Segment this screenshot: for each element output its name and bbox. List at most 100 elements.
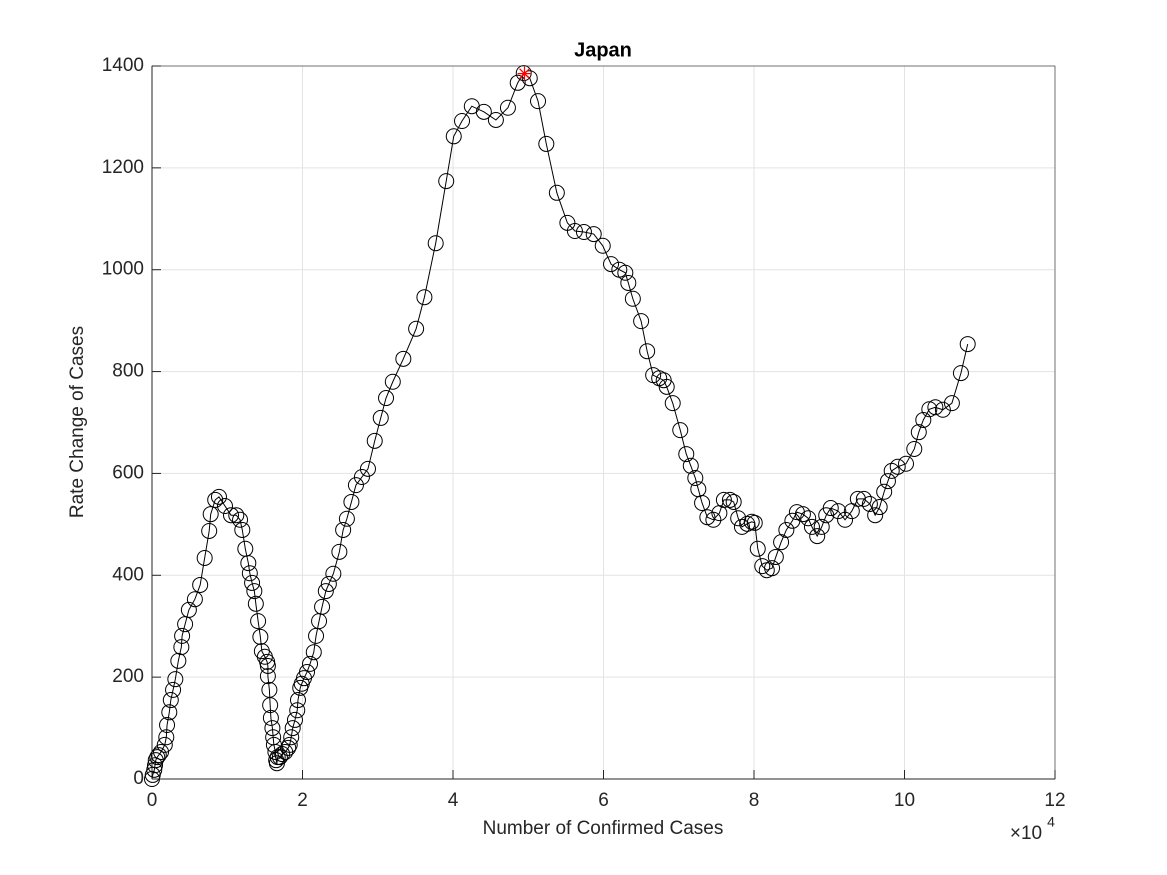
data-point — [521, 70, 538, 87]
data-point — [284, 720, 301, 737]
data-point — [259, 668, 276, 685]
data-point — [871, 499, 888, 516]
data-point — [259, 657, 276, 674]
data-point — [146, 761, 163, 778]
data-point — [883, 462, 900, 479]
data-point — [725, 493, 742, 510]
data-point — [876, 483, 893, 500]
data-point — [335, 521, 352, 538]
data-point — [664, 395, 681, 412]
data-point — [721, 491, 738, 508]
data-point — [281, 736, 298, 753]
data-point — [445, 128, 462, 145]
data-point — [325, 565, 342, 582]
data-point — [778, 521, 795, 538]
y-tick-label: 1200 — [102, 157, 144, 178]
data-point — [633, 313, 650, 330]
data-point — [153, 744, 170, 761]
data-point — [849, 490, 866, 507]
data-point — [658, 378, 675, 395]
x-tick-label: 10 — [894, 790, 915, 811]
data-point — [343, 493, 360, 510]
data-point — [889, 458, 906, 475]
data-point — [879, 473, 896, 490]
data-point — [617, 264, 634, 281]
y-tick-label: 600 — [112, 462, 144, 483]
data-point — [247, 595, 264, 612]
data-point — [372, 409, 389, 426]
data-point — [159, 717, 176, 734]
data-point — [165, 681, 182, 698]
data-point — [240, 555, 257, 572]
data-point — [271, 749, 288, 766]
data-point — [715, 491, 732, 508]
x-tick-label: 0 — [147, 790, 158, 811]
data-point — [803, 518, 820, 535]
data-point — [906, 440, 923, 457]
data-point — [314, 598, 331, 615]
data-point — [754, 558, 771, 575]
x-tick-label: 12 — [1044, 790, 1065, 811]
data-point — [378, 390, 395, 407]
data-point — [170, 652, 187, 669]
data-point — [927, 399, 944, 416]
y-axis-label: Rate Change of Cases — [67, 326, 88, 518]
data-point — [149, 749, 166, 766]
data-point — [733, 518, 750, 535]
data-point — [283, 729, 300, 746]
data-point — [147, 752, 164, 769]
data-point — [952, 365, 969, 382]
data-point — [246, 583, 263, 600]
data-point — [299, 664, 316, 681]
data-point — [416, 289, 433, 306]
data-point — [289, 692, 306, 709]
data-point — [915, 411, 932, 428]
data-point — [822, 500, 839, 517]
data-point — [794, 506, 811, 523]
data-point — [196, 549, 213, 566]
data-point — [162, 692, 179, 709]
data-point — [280, 739, 297, 756]
data-point — [302, 655, 319, 672]
data-point — [353, 468, 370, 485]
data-point — [694, 494, 711, 511]
data-point — [331, 543, 348, 560]
data-point — [678, 446, 695, 463]
data-point — [830, 503, 847, 520]
data-point — [809, 528, 826, 545]
data-point — [232, 511, 249, 528]
data-point — [305, 644, 322, 661]
data-point — [408, 320, 425, 337]
data-point — [289, 702, 306, 719]
plot-frame — [151, 65, 1056, 780]
data-point — [705, 511, 722, 528]
data-point — [934, 401, 951, 418]
x-tick-label: 4 — [448, 790, 459, 811]
data-point — [867, 507, 884, 524]
data-point — [202, 506, 219, 523]
peak-marker — [517, 66, 532, 81]
data-point — [594, 237, 611, 254]
y-tick-label: 200 — [112, 666, 144, 687]
data-point — [921, 401, 938, 418]
data-point — [192, 576, 209, 593]
data-point — [167, 671, 184, 688]
y-tick-label: 0 — [133, 768, 144, 789]
data-point — [672, 422, 689, 439]
data-point — [499, 99, 516, 116]
data-point — [186, 591, 203, 608]
data-point — [252, 628, 269, 645]
data-point — [475, 103, 492, 120]
y-tick-label: 1000 — [102, 259, 144, 280]
data-point — [174, 627, 191, 644]
data-point — [530, 93, 547, 110]
y-tick-label: 1400 — [102, 55, 144, 76]
data-point — [223, 507, 240, 524]
data-point — [575, 224, 592, 241]
data-point — [509, 74, 526, 91]
data-point — [767, 548, 784, 565]
data-point — [201, 522, 218, 539]
y-tick-label: 400 — [112, 564, 144, 585]
data-point — [264, 720, 281, 737]
